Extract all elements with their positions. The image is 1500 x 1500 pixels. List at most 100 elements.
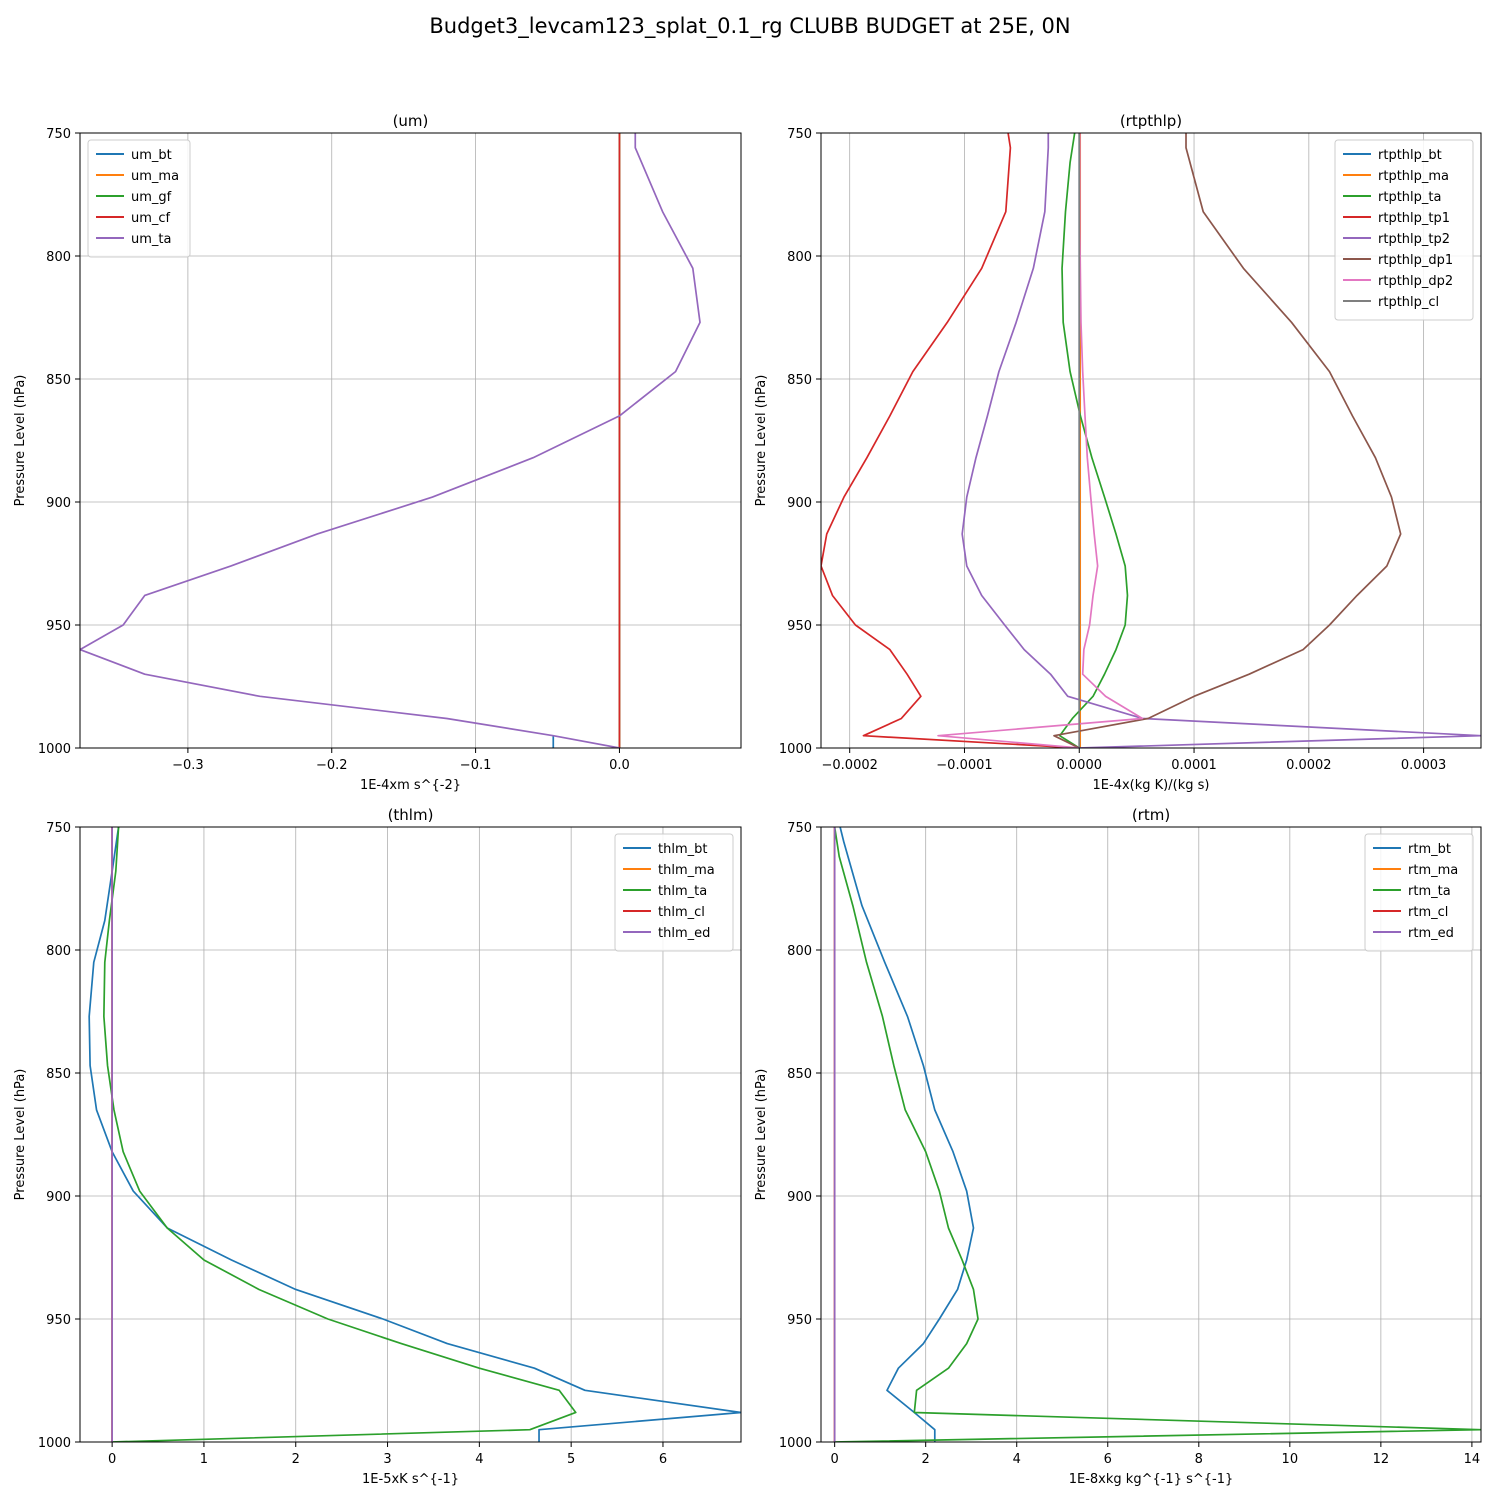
y-tick-label: 900 (46, 496, 71, 511)
legend-label: thlm_ed (658, 926, 710, 941)
y-tick-label: 950 (46, 619, 71, 634)
legend-frame (87, 139, 191, 258)
panel-um: −0.3 −0.2 −0.1 0.0 750 800 850 900 950 1000 (um) 1E… (13, 112, 742, 793)
y-tick-label: 1000 (779, 742, 812, 757)
y-tick-label: 750 (46, 127, 71, 142)
series-line-rtm_bt (839, 827, 975, 1442)
legend-label: rtm_ma (1408, 863, 1458, 878)
legend-frame (1364, 833, 1474, 952)
x-tick-label: 14 (1464, 1452, 1481, 1467)
legend-label: rtm_cl (1408, 905, 1448, 920)
legend-label: thlm_cl (658, 905, 705, 920)
series-line-rtpthlp_dp1 (1053, 133, 1402, 748)
y-tick-label: 900 (787, 496, 812, 511)
y-tick-label: 850 (787, 373, 812, 388)
x-tick-label: 0.0 (609, 758, 630, 773)
y-tick-label: 800 (46, 944, 71, 959)
y-tick-label: 1000 (38, 1436, 71, 1451)
y-tick-label: 1000 (779, 1436, 812, 1451)
y-tick-label: 900 (787, 1190, 812, 1205)
y-axis-label: Pressure Level (hPa) (13, 1069, 28, 1201)
y-tick-label: 950 (787, 619, 812, 634)
y-tick-label: 900 (46, 1190, 71, 1205)
series-group (88, 827, 741, 1442)
axes-frame (820, 132, 1482, 749)
x-tick-label: 0.0000 (1057, 758, 1103, 773)
legend-label: thlm_bt (658, 842, 707, 857)
series-line-thlm_ta (103, 827, 577, 1442)
legend-frame (1334, 139, 1474, 321)
legend-label: rtpthlp_ta (1378, 190, 1441, 205)
legend-frame (614, 833, 734, 952)
x-tick-label: 0.0002 (1286, 758, 1332, 773)
x-tick-label: 6 (659, 1452, 667, 1467)
series-line-rtm_ta (833, 827, 1481, 1442)
x-tick-label: 0.0003 (1401, 758, 1447, 773)
x-tick-label: 2 (292, 1452, 300, 1467)
legend-label: rtpthlp_dp1 (1378, 253, 1453, 268)
legend-label: thlm_ma (658, 863, 715, 878)
x-tick-label: 5 (567, 1452, 575, 1467)
x-tick-label: −0.3 (172, 758, 204, 773)
y-tick-label: 800 (46, 250, 71, 265)
x-axis-label: 1E-4x(kg K)/(kg s) (1093, 778, 1210, 793)
x-tick-label: 3 (383, 1452, 391, 1467)
y-tick-label: 1000 (38, 742, 71, 757)
x-tick-label: −0.1 (460, 758, 492, 773)
axes-frame (79, 826, 742, 1443)
panel-rtm: 0 2 4 6 8 10 12 14 750 800 850 900 950 1000 (rtm) 1E-8x… (754, 806, 1482, 1487)
legend-label: um_ta (131, 232, 171, 247)
legend: rtpthlp_bt rtpthlp_ma rtpthlp_ta rtpthlp_tp… (1334, 139, 1474, 321)
x-axis-label: 1E-8xkg kg^{-1} s^{-1} (1069, 1472, 1234, 1487)
legend-label: thlm_ta (658, 884, 707, 899)
panel-title: (rtpthlp) (1120, 112, 1182, 130)
y-tick-label: 750 (787, 821, 812, 836)
panel-title: (rtm) (1132, 806, 1170, 824)
x-tick-label: 0 (831, 1452, 839, 1467)
x-tick-label: 0 (108, 1452, 116, 1467)
y-tick-label: 850 (46, 1067, 71, 1082)
y-tick-label: 800 (787, 250, 812, 265)
legend-label: rtm_ta (1408, 884, 1451, 899)
series-line-rtpthlp_ta (1058, 133, 1129, 748)
y-tick-label: 850 (787, 1067, 812, 1082)
legend-label: rtpthlp_cl (1378, 295, 1439, 310)
legend: rtm_bt rtm_ma rtm_ta rtm_cl rtm_ed (1364, 833, 1474, 952)
series-group (80, 133, 701, 748)
x-tick-label: 4 (475, 1452, 483, 1467)
series-line-rtpthlp_tp2 (961, 133, 1481, 748)
legend-label: rtm_ed (1408, 926, 1454, 941)
legend-label: um_gf (131, 190, 172, 205)
legend-label: um_bt (131, 148, 172, 163)
x-tick-label: 10 (1282, 1452, 1299, 1467)
series-line-rtpthlp_dp2 (937, 133, 1144, 748)
legend-label: um_ma (131, 169, 179, 184)
legend: thlm_bt thlm_ma thlm_ta thlm_cl thlm_ed (614, 833, 734, 952)
legend: um_bt um_ma um_gf um_cf um_ta (87, 139, 191, 258)
x-tick-label: 0.0001 (1171, 758, 1217, 773)
x-tick-label: 4 (1013, 1452, 1021, 1467)
legend-label: rtpthlp_bt (1378, 148, 1442, 163)
axes-frame (79, 132, 742, 749)
x-tick-label: 12 (1373, 1452, 1390, 1467)
y-tick-label: 850 (46, 373, 71, 388)
y-tick-label: 950 (46, 1313, 71, 1328)
x-tick-label: 1 (200, 1452, 208, 1467)
x-tick-label: −0.2 (316, 758, 348, 773)
y-axis-label: Pressure Level (hPa) (754, 1069, 769, 1201)
panel-title: (thlm) (388, 806, 434, 824)
y-axis-label: Pressure Level (hPa) (754, 375, 769, 507)
x-tick-label: 2 (922, 1452, 930, 1467)
legend-label: rtpthlp_tp2 (1378, 232, 1450, 247)
x-tick-label: 6 (1104, 1452, 1112, 1467)
y-axis-label: Pressure Level (hPa) (13, 375, 28, 507)
x-axis-label: 1E-5xK s^{-1} (362, 1472, 459, 1487)
series-group (821, 133, 1481, 748)
series-line-rtpthlp_tp1 (821, 133, 1080, 748)
legend-label: rtpthlp_ma (1378, 169, 1449, 184)
x-tick-label: −0.0001 (936, 758, 992, 773)
panel-rtpthlp: −0.0002 −0.0001 0.0000 0.0001 0.0002 0.0003 75… (754, 112, 1482, 793)
x-axis-label: 1E-4xm s^{-2} (360, 778, 461, 793)
x-tick-label: 8 (1195, 1452, 1203, 1467)
